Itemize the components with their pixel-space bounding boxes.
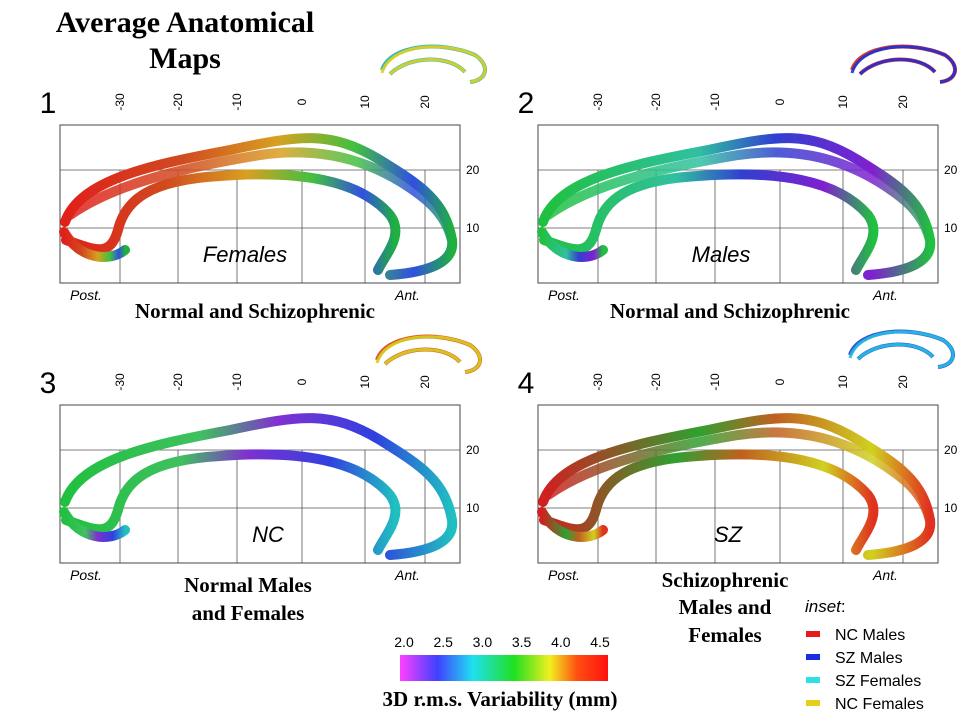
y-tick-label: 20	[944, 163, 958, 177]
colorbar-tick: 3.0	[473, 634, 493, 650]
legend-label: NC Females	[835, 696, 924, 713]
x-tick-label: -30	[113, 93, 127, 111]
y-tick-label: 10	[466, 501, 480, 515]
x-tick-label: -20	[649, 93, 663, 111]
legend-title: inset:	[805, 597, 846, 616]
legend-title-text: inset	[805, 597, 842, 616]
x-tick-label: -30	[591, 373, 605, 391]
anterior-label: Ant.	[872, 567, 898, 583]
legend-label: NC Males	[835, 627, 905, 644]
x-tick-label: 20	[896, 95, 910, 109]
panel: 1 -30 -20 -10 0 10 20 20 10 Females Post. Ant.	[40, 87, 480, 303]
figure: Average Anatomical Maps 3D r.m.s. Variab…	[0, 0, 962, 719]
panel-caption: and Females	[192, 601, 305, 625]
panel-number: 3	[40, 367, 57, 400]
panel-caption: Males and	[679, 595, 772, 619]
panel: 3 -30 -20 -10 0 10 20 20 10 NC Post. Ant.	[40, 367, 480, 583]
legend-swatch	[806, 631, 820, 637]
anterior-label: Ant.	[872, 287, 898, 303]
panel-number: 1	[40, 87, 57, 120]
x-tick-label: -20	[171, 93, 185, 111]
legend-label: SZ Females	[835, 673, 921, 690]
colorbar-tick: 2.5	[433, 634, 453, 650]
x-tick-label: 0	[295, 98, 309, 105]
x-tick-label: -10	[230, 373, 244, 391]
group-label: Females	[203, 242, 287, 267]
colorbar-tick: 2.0	[394, 634, 414, 650]
panel-caption: Females	[688, 623, 761, 647]
y-tick-label: 10	[466, 221, 480, 235]
x-tick-label: 10	[358, 95, 372, 109]
anterior-label: Ant.	[394, 287, 420, 303]
x-tick-label: 10	[836, 95, 850, 109]
legend-swatch	[806, 700, 820, 706]
x-tick-label: -30	[113, 373, 127, 391]
y-tick-label: 10	[944, 221, 958, 235]
group-label: Males	[692, 242, 751, 267]
figure-title: Average Anatomical Maps	[56, 6, 315, 75]
x-tick-label: 20	[896, 375, 910, 389]
posterior-label: Post.	[70, 287, 102, 303]
title-line: Maps	[149, 42, 221, 75]
panel-caption: Schizophrenic	[662, 568, 789, 592]
x-tick-label: -20	[649, 373, 663, 391]
x-tick-label: 0	[773, 98, 787, 105]
colorbar-tick: 4.0	[551, 634, 571, 650]
x-tick-label: -30	[591, 93, 605, 111]
posterior-label: Post.	[548, 567, 580, 583]
panel-caption: Normal and Schizophrenic	[135, 299, 375, 323]
x-tick-label: 0	[295, 378, 309, 385]
legend-swatch	[806, 677, 820, 683]
posterior-label: Post.	[70, 567, 102, 583]
panel: 4 -30 -20 -10 0 10 20 20 10 SZ Post. Ant.	[518, 367, 958, 583]
panel: 2 -30 -20 -10 0 10 20 20 10 Males Post. Ant.	[518, 87, 958, 303]
anterior-label: Ant.	[394, 567, 420, 583]
colorbar-tick: 4.5	[590, 634, 610, 650]
y-tick-label: 20	[944, 443, 958, 457]
y-tick-label: 20	[466, 443, 480, 457]
legend-swatch	[806, 654, 820, 660]
x-tick-label: 20	[418, 95, 432, 109]
posterior-label: Post.	[548, 287, 580, 303]
x-tick-label: 10	[358, 375, 372, 389]
group-label: NC	[252, 522, 284, 547]
y-tick-label: 10	[944, 501, 958, 515]
panel-caption: Normal and Schizophrenic	[610, 299, 850, 323]
legend-label: SZ Males	[835, 650, 903, 667]
x-tick-label: -10	[708, 373, 722, 391]
y-tick-label: 20	[466, 163, 480, 177]
x-tick-label: 10	[836, 375, 850, 389]
colorbar-tick: 3.5	[512, 634, 532, 650]
panel-number: 2	[518, 87, 535, 120]
title-line: Average Anatomical	[56, 6, 315, 39]
legend-colon: :	[841, 597, 846, 616]
panel-caption: Normal Males	[184, 573, 312, 597]
x-tick-label: 0	[773, 378, 787, 385]
x-tick-label: -20	[171, 373, 185, 391]
group-label: SZ	[714, 522, 744, 547]
x-tick-label: -10	[708, 93, 722, 111]
colorbar	[400, 655, 608, 681]
colorbar-title: 3D r.m.s. Variability (mm)	[383, 687, 618, 711]
panel-number: 4	[518, 367, 535, 400]
x-tick-label: -10	[230, 93, 244, 111]
x-tick-label: 20	[418, 375, 432, 389]
